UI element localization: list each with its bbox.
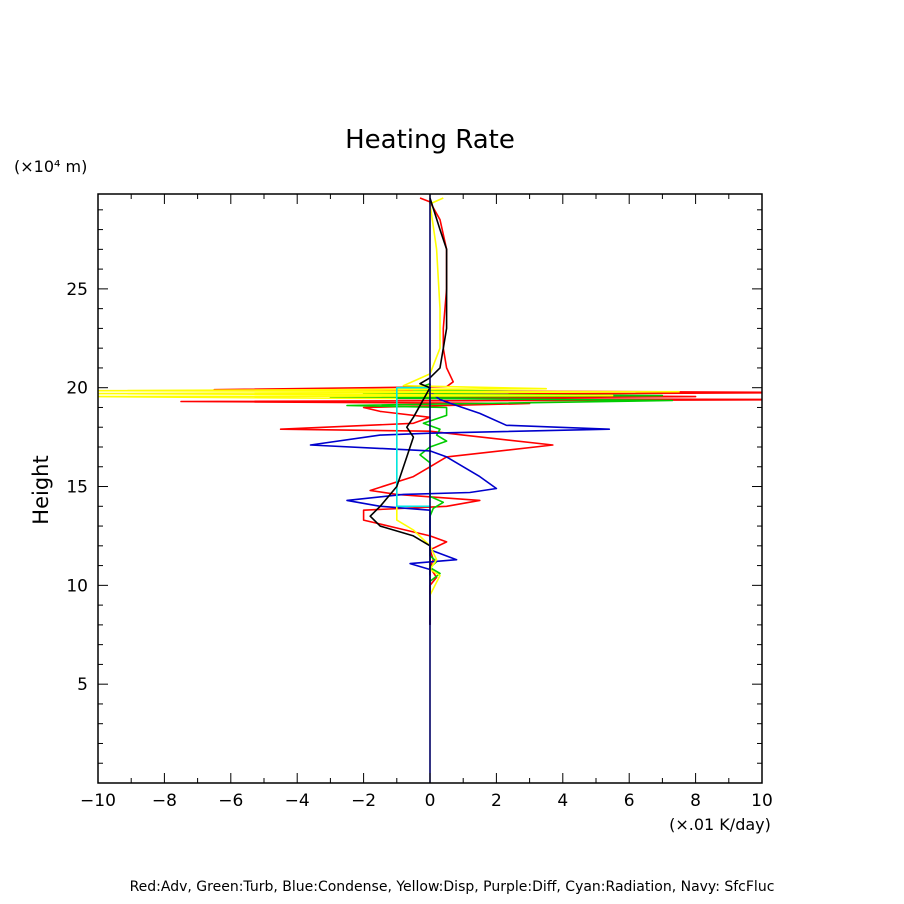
x-tick-label: 8 (690, 791, 701, 811)
ticks-layer: −10 −8 −6 −4 −2 0 2 4 6 8 10 5 10 15 20 25 (66, 194, 773, 811)
series-line-0 (180, 197, 762, 625)
plot-frame (97, 193, 763, 784)
x-tick-label: −2 (351, 791, 376, 811)
x-tick-label: −4 (285, 791, 310, 811)
y-tick-label: 15 (66, 478, 88, 498)
y-tick-label: 25 (66, 280, 88, 300)
chart-title: Heating Rate (345, 125, 515, 155)
series-layer (98, 194, 762, 783)
series-legend: Red:Adv, Green:Turb, Blue:Condense, Yell… (130, 879, 775, 895)
series-line-2 (309, 383, 611, 576)
x-tick-label: 6 (624, 791, 635, 811)
series-line-4 (395, 386, 430, 508)
x-tick-label: −6 (218, 791, 243, 811)
y-tick-label: 10 (66, 576, 88, 596)
x-tick-label: 4 (557, 791, 568, 811)
y-axis-unit: (×10⁴ m) (14, 157, 87, 176)
series-line-3 (98, 197, 680, 615)
x-tick-label: −8 (152, 791, 177, 811)
series-line-1 (329, 382, 674, 583)
x-tick-label: 10 (751, 791, 773, 811)
x-tick-label: 0 (425, 791, 436, 811)
x-tick-label: 2 (491, 791, 502, 811)
series-line-5 (369, 197, 448, 625)
x-tick-label: −10 (80, 791, 116, 811)
y-tick-label: 5 (77, 675, 88, 695)
y-axis-label: Height (29, 455, 53, 524)
y-tick-label: 20 (66, 379, 88, 399)
x-axis-unit: (×.01 K/day) (669, 815, 771, 834)
